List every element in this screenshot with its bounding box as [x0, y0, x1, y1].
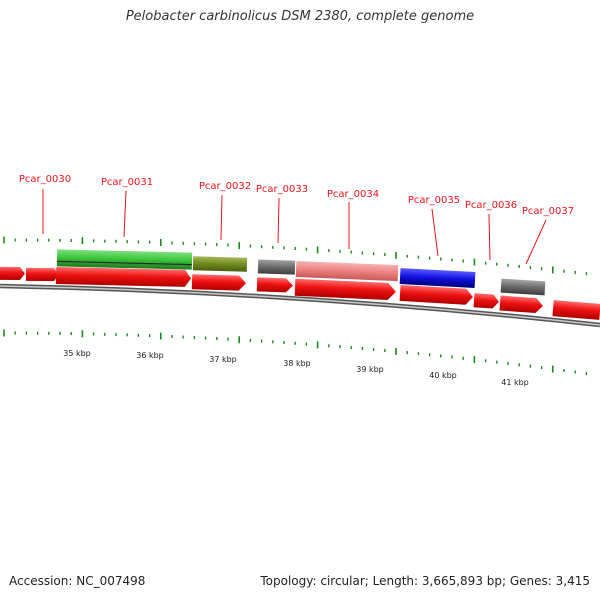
gene-labels: Pcar_0030 Pcar_0031 Pcar_0032 Pcar_0033 … [19, 174, 574, 217]
accession-text: Accession: NC_007498 [9, 574, 146, 588]
gene-label-pcar-0036: Pcar_0036 [465, 200, 517, 211]
cds-arrow-10 [552, 300, 600, 320]
feature-gray-1 [257, 259, 296, 275]
feature-gray-2 [500, 278, 546, 296]
topology-text: Topology: circular; Length: 3,665,893 bp… [260, 574, 590, 588]
gene-label-pcar-0037: Pcar_0037 [522, 206, 574, 217]
gene-label-pcar-0033: Pcar_0033 [256, 184, 308, 195]
gene-label-leaders [42, 189, 547, 265]
scale-labels: 35 kbp 36 kbp 37 kbp 38 kbp 39 kbp 40 kb… [63, 349, 529, 387]
feature-blue [399, 268, 476, 288]
feature-olive [192, 256, 248, 272]
lower-tick-ring [3, 329, 588, 376]
scale-label-40kbp: 40 kbp [429, 371, 457, 380]
cds-arrow-1 [0, 266, 25, 281]
cds-arrow-9 [499, 295, 543, 314]
cds-arrow-2 [25, 267, 59, 282]
scale-label-37kbp: 37 kbp [209, 355, 237, 364]
cds-arrow-3 [55, 266, 191, 287]
genome-backbone [0, 283, 600, 328]
cds-arrow-7 [399, 284, 473, 305]
gene-label-pcar-0032: Pcar_0032 [199, 181, 251, 192]
feature-track [56, 249, 546, 296]
scale-label-41kbp: 41 kbp [501, 378, 529, 387]
scale-label-36kbp: 36 kbp [136, 351, 164, 360]
scale-label-39kbp: 39 kbp [356, 365, 384, 374]
upper-tick-ring [3, 236, 588, 276]
gene-label-pcar-0030: Pcar_0030 [19, 174, 71, 185]
feature-pink [295, 261, 399, 282]
cds-arrow-6 [294, 278, 396, 300]
gene-label-pcar-0031: Pcar_0031 [101, 177, 153, 188]
gene-label-pcar-0034: Pcar_0034 [327, 189, 379, 200]
map-title: Pelobacter carbinolicus DSM 2380, comple… [125, 9, 475, 24]
cds-arrow-5 [256, 277, 293, 293]
scale-label-38kbp: 38 kbp [283, 359, 311, 368]
cds-arrow-8 [473, 293, 499, 309]
gene-label-pcar-0035: Pcar_0035 [408, 195, 460, 206]
feature-green [56, 249, 193, 270]
cds-arrow-track [0, 266, 600, 320]
scale-label-35kbp: 35 kbp [63, 349, 91, 358]
cds-arrow-4 [191, 274, 246, 291]
